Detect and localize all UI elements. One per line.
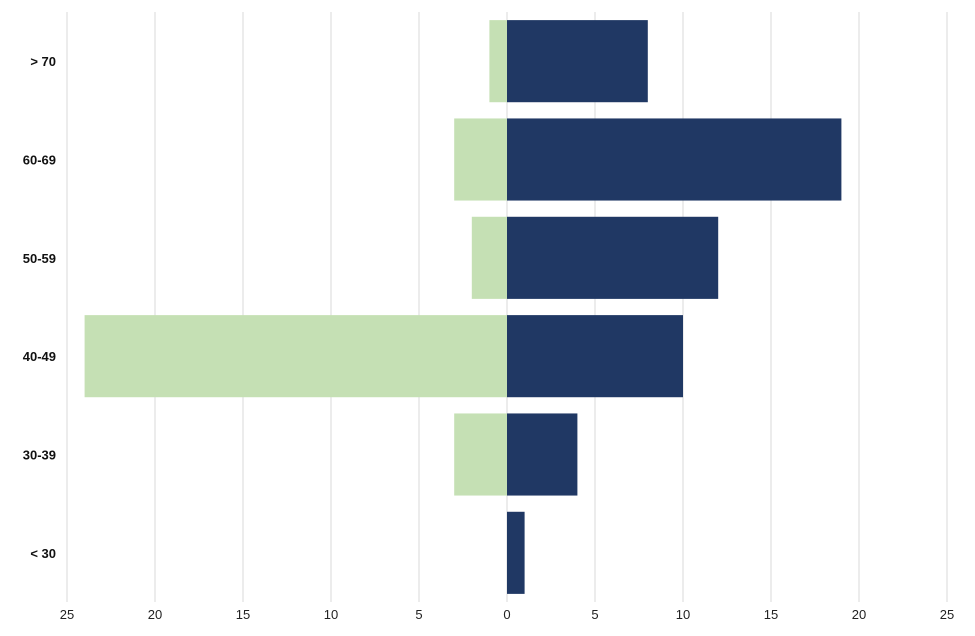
bar-right-4	[507, 413, 578, 496]
x-tick-label-5: 0	[503, 607, 510, 622]
bars	[84, 20, 842, 594]
x-tick-label-6: 5	[591, 607, 598, 622]
category-label-4: 30-39	[23, 448, 56, 463]
x-tick-label-1: 20	[148, 607, 162, 622]
x-tick-label-8: 15	[764, 607, 778, 622]
bar-right-0	[507, 20, 648, 103]
category-label-5: < 30	[30, 546, 56, 561]
x-tick-label-0: 25	[60, 607, 74, 622]
bar-left-2	[471, 216, 507, 299]
x-tick-label-3: 10	[324, 607, 338, 622]
bar-right-3	[507, 315, 683, 398]
x-tick-label-10: 25	[940, 607, 954, 622]
category-label-2: 50-59	[23, 251, 56, 266]
x-axis-tick-labels: 25 20 15 10 5 0 5 10 15 20 25	[60, 607, 954, 622]
x-tick-label-9: 20	[852, 607, 866, 622]
category-labels: > 70 60-69 50-59 40-49 30-39 < 30	[23, 54, 56, 561]
bar-left-4	[454, 413, 507, 496]
bar-left-3	[84, 315, 507, 398]
bar-right-5	[507, 511, 525, 594]
category-label-0: > 70	[30, 54, 56, 69]
category-label-1: 60-69	[23, 153, 56, 168]
bar-left-0	[489, 20, 507, 103]
bar-right-1	[507, 118, 842, 201]
bar-right-2	[507, 216, 719, 299]
category-label-3: 40-49	[23, 349, 56, 364]
x-tick-label-2: 15	[236, 607, 250, 622]
gridlines	[66, 12, 948, 602]
bar-left-1	[454, 118, 507, 201]
x-tick-label-7: 10	[676, 607, 690, 622]
x-tick-label-4: 5	[415, 607, 422, 622]
